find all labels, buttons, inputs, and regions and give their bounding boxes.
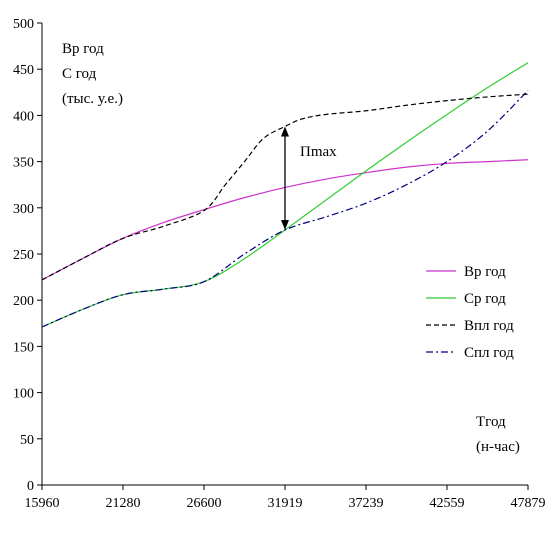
pmax-arrow-head-top [280, 126, 289, 137]
y-tick-label: 500 [13, 17, 34, 32]
pmax-arrow-head-bottom [280, 219, 289, 230]
x-axis-title-line-1: Тгод [476, 414, 506, 430]
y-tick-label: 300 [13, 202, 34, 217]
y-tick-label: 200 [13, 294, 34, 309]
pmax-annotation: Пmax [280, 126, 337, 230]
y-axis-title: Вр год С год (тыс. у.е.) [62, 41, 123, 107]
x-tick-label: 26600 [187, 496, 222, 511]
legend: Вр год Ср год Впл год Спл год [426, 264, 514, 361]
y-tick-label: 150 [13, 340, 34, 355]
y-axis: 0 50 100 150 200 250 300 350 400 450 500 [13, 17, 43, 494]
y-axis-title-line-2: С год [62, 66, 97, 82]
x-tick-label: 47879 [511, 496, 546, 511]
x-tick-label: 31919 [267, 496, 302, 511]
y-tick-label: 350 [13, 156, 34, 171]
x-tick-label: 21280 [106, 496, 141, 511]
x-tick-label: 15960 [25, 496, 60, 511]
y-tick-label: 450 [13, 63, 34, 78]
x-axis-title-line-2: (н-час) [476, 439, 520, 455]
y-tick-label: 0 [27, 479, 34, 494]
x-tick-label: 37239 [348, 496, 383, 511]
legend-label-2: Ср год [464, 291, 506, 307]
x-tick-label: 42559 [429, 496, 464, 511]
series-line-4 [41, 90, 529, 328]
y-axis-title-line-3: (тыс. у.е.) [62, 91, 123, 107]
legend-label-4: Спл год [464, 345, 514, 361]
y-tick-label: 100 [13, 387, 34, 402]
series-line-3 [41, 93, 529, 281]
y-tick-label: 250 [13, 248, 34, 263]
x-axis: 15960 21280 26600 31919 37239 42559 47879 [25, 484, 546, 511]
y-axis-title-line-1: Вр год [62, 41, 104, 57]
legend-label-3: Впл год [464, 318, 514, 334]
y-tick-label: 400 [13, 109, 34, 124]
x-axis-title: Тгод (н-час) [476, 414, 520, 455]
legend-label-1: Вр год [464, 264, 506, 280]
y-tick-label: 50 [20, 433, 34, 448]
pmax-label: Пmax [300, 144, 337, 160]
